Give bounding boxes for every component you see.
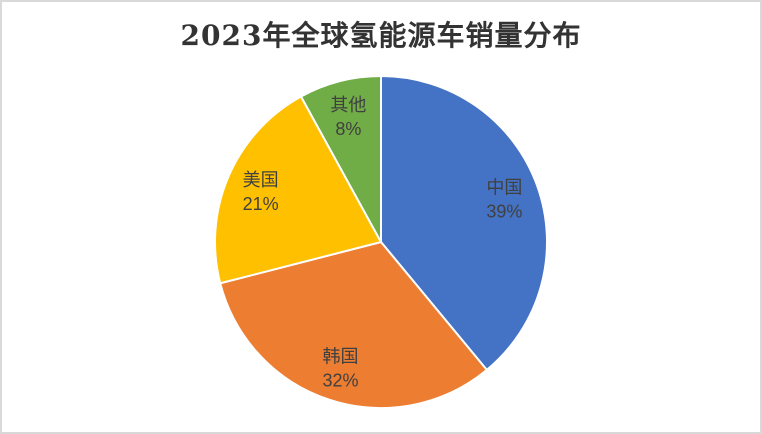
pie-label-0: 中国 39% xyxy=(486,178,522,222)
pie-slice-2 xyxy=(214,95,382,285)
pie-slice-0 xyxy=(380,75,548,371)
chart-title: 2023年全球氢能源车销量分布 xyxy=(180,19,582,52)
pie-label-3: 其他 8% xyxy=(330,95,366,139)
pie-label-2: 美国 21% xyxy=(243,170,279,214)
pie-slice-3 xyxy=(300,75,382,243)
pie-slice-1 xyxy=(219,241,488,409)
pie-label-1: 韩国 32% xyxy=(322,347,358,391)
